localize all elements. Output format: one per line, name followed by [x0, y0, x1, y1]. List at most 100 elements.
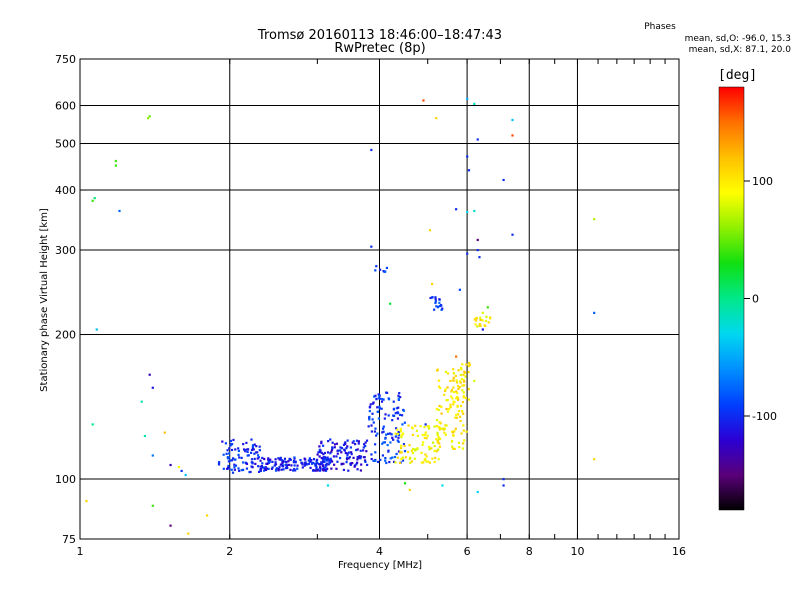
- data-point: [401, 423, 404, 426]
- x-tick-label: 10: [570, 545, 584, 558]
- data-point: [261, 462, 264, 465]
- data-point: [444, 424, 447, 427]
- data-point: [257, 456, 261, 459]
- data-point: [322, 464, 325, 467]
- data-point: [331, 441, 334, 444]
- data-point: [226, 449, 229, 452]
- colorbar-ticks: 100 0 -100: [744, 175, 777, 423]
- data-point: [229, 439, 233, 443]
- data-point: [328, 461, 331, 465]
- data-point: [479, 318, 482, 322]
- data-point: [423, 436, 426, 440]
- data-point: [464, 396, 468, 400]
- data-point: [353, 464, 357, 467]
- data-point: [502, 478, 505, 481]
- data-point: [316, 469, 319, 472]
- data-point: [352, 440, 355, 443]
- data-point: [251, 447, 255, 450]
- data-point: [432, 441, 435, 444]
- data-point: [330, 450, 333, 453]
- data-point: [85, 499, 88, 503]
- data-point: [246, 454, 249, 457]
- data-point: [340, 462, 343, 465]
- data-point: [169, 524, 172, 527]
- data-point: [245, 441, 248, 445]
- data-point: [445, 424, 448, 427]
- data-point: [114, 159, 117, 163]
- data-point: [374, 427, 377, 430]
- data-point: [274, 461, 277, 464]
- data-point: [474, 323, 477, 326]
- data-point: [356, 458, 359, 461]
- data-point: [438, 438, 441, 441]
- data-point: [356, 468, 359, 471]
- data-point: [408, 444, 411, 447]
- data-point: [413, 448, 416, 451]
- data-point: [319, 466, 322, 469]
- data-point: [422, 99, 425, 102]
- data-point: [452, 368, 455, 371]
- data-point: [407, 424, 410, 427]
- data-point: [424, 431, 427, 434]
- data-point: [318, 455, 321, 458]
- data-point: [397, 406, 400, 409]
- data-point: [438, 442, 441, 445]
- data-point: [465, 363, 468, 366]
- data-point: [245, 467, 249, 470]
- data-point: [275, 468, 278, 471]
- data-point: [455, 208, 458, 211]
- data-point: [455, 381, 459, 384]
- data-point: [335, 467, 338, 470]
- data-point: [324, 463, 328, 467]
- data-point: [342, 468, 346, 472]
- data-point: [428, 229, 432, 232]
- data-point: [237, 449, 241, 453]
- data-point: [386, 391, 389, 394]
- data-point: [381, 442, 384, 445]
- data-point: [433, 308, 436, 311]
- data-point: [140, 400, 143, 403]
- data-point: [486, 306, 489, 309]
- data-point: [292, 469, 295, 472]
- data-point: [391, 419, 394, 422]
- data-point: [271, 460, 274, 463]
- data-point: [294, 460, 297, 463]
- data-point: [467, 364, 470, 368]
- data-point: [151, 504, 154, 507]
- data-point: [261, 466, 265, 469]
- data-point: [376, 406, 379, 409]
- data-point: [277, 469, 280, 472]
- data-point: [380, 407, 383, 410]
- data-point: [397, 440, 400, 443]
- x-tick-label: 4: [376, 545, 383, 558]
- data-point: [377, 417, 380, 420]
- data-point: [458, 415, 462, 418]
- colorbar-label: [deg]: [718, 68, 758, 83]
- data-point: [282, 468, 285, 471]
- data-point: [371, 412, 374, 415]
- data-point: [91, 423, 94, 426]
- data-point: [292, 459, 296, 462]
- data-point: [143, 434, 147, 438]
- data-point: [253, 443, 256, 446]
- phases-x-stats: mean, sd,X: 87.1, 20.0: [688, 45, 791, 55]
- y-axis-ticks: 75 100 200 300 400 500 600 750: [55, 53, 86, 546]
- data-point: [232, 438, 235, 442]
- data-point: [384, 459, 387, 462]
- data-point: [438, 301, 441, 304]
- data-point: [453, 447, 456, 450]
- data-point: [443, 431, 446, 434]
- data-point: [370, 245, 373, 248]
- data-point: [441, 484, 444, 487]
- data-point: [395, 452, 398, 456]
- data-point: [329, 457, 332, 460]
- y-tick-label: 750: [55, 53, 76, 66]
- data-point: [452, 400, 455, 403]
- data-point: [452, 386, 455, 389]
- data-point: [399, 396, 402, 399]
- data-point: [466, 252, 469, 255]
- data-point: [431, 457, 434, 460]
- y-tick-label: 500: [55, 138, 76, 151]
- data-point: [462, 429, 465, 432]
- data-point: [459, 373, 462, 377]
